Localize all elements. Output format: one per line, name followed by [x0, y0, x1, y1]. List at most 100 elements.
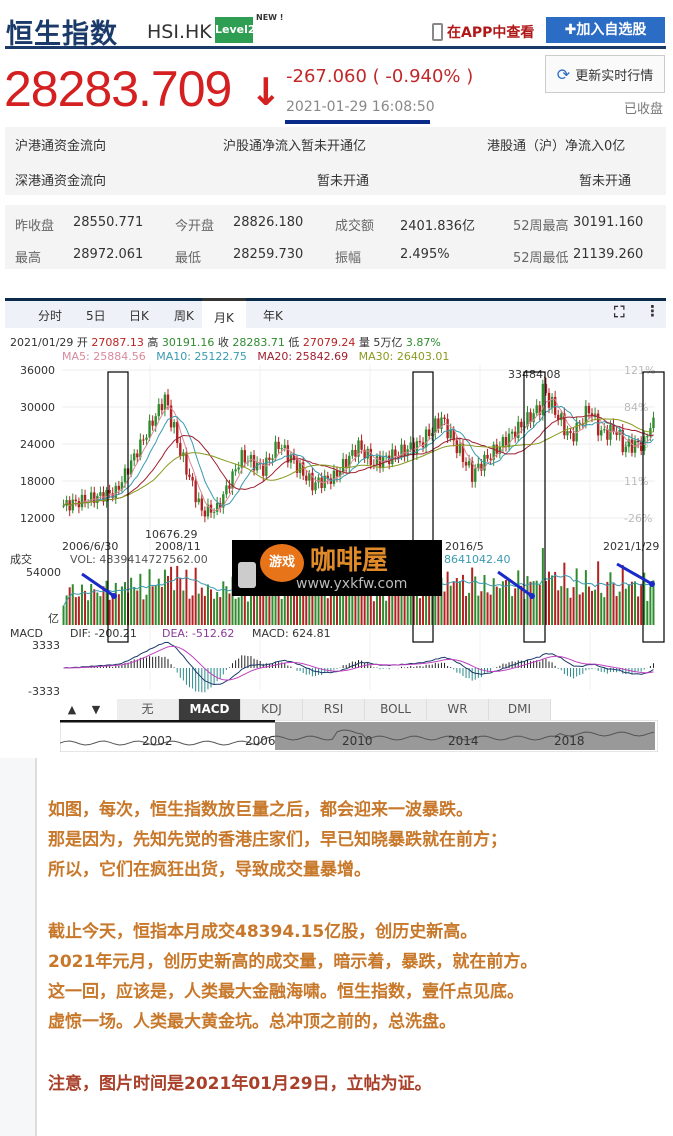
candle-body	[621, 430, 624, 453]
candle-body	[575, 422, 578, 442]
volume-bar	[151, 586, 154, 625]
candle-body	[492, 444, 495, 460]
watermark-brand: 咖啡屋	[310, 546, 389, 576]
volume-bar	[458, 581, 461, 625]
volume-bar	[634, 581, 637, 625]
volume-bar	[225, 586, 228, 625]
candle-body	[550, 396, 554, 408]
page-title: 恒生指数	[6, 19, 118, 50]
candle-body	[458, 443, 462, 454]
high-annotation: 33484.08	[508, 368, 561, 381]
candle-body	[231, 471, 234, 489]
view-in-app-link[interactable]: 在APP中查看	[432, 22, 534, 42]
indicator-tab-boll[interactable]: BOLL	[365, 699, 427, 720]
volume-bar	[173, 590, 176, 625]
candle-body	[99, 492, 102, 496]
volume-bar	[105, 580, 108, 625]
volume-bar	[640, 583, 643, 625]
volume-bar	[96, 592, 99, 625]
candle-body	[185, 452, 188, 475]
volume-bar	[612, 583, 615, 625]
volume-bar	[120, 586, 123, 625]
time-navigator[interactable]: 2002 2006 2010 2014 2018	[60, 720, 658, 752]
highlight-box	[642, 371, 665, 643]
indicator-tab-dmi[interactable]: DMI	[489, 699, 551, 720]
candle-body	[624, 446, 628, 453]
volume-bar	[194, 567, 197, 625]
kline-chart[interactable]: 3600030000240001800012000121%84%48%11%-2…	[0, 360, 673, 698]
volume-bar	[323, 584, 326, 625]
candle-body	[225, 485, 228, 495]
volume-bar	[157, 578, 160, 625]
volume-bar	[203, 595, 206, 625]
indicator-tab-无[interactable]: 无	[117, 699, 179, 720]
stat-label: 振幅	[335, 251, 362, 266]
candle-body	[596, 413, 600, 436]
add-to-watchlist-button[interactable]: ✚加入自选股	[546, 17, 665, 43]
more-icon[interactable]: ⋮	[645, 302, 660, 320]
tab-0[interactable]: 分时	[38, 309, 63, 323]
candle-body	[172, 421, 176, 428]
volume-bar	[139, 573, 142, 625]
candle-body	[464, 461, 468, 466]
indicator-tab-macd[interactable]: MACD	[179, 699, 241, 720]
volume-bar	[90, 583, 93, 625]
navigator-year: 2010	[342, 734, 373, 748]
candle-body	[240, 450, 243, 468]
volume-bar	[409, 586, 412, 625]
low-annotation: 10676.29	[145, 528, 198, 541]
candle-body	[501, 437, 505, 447]
candle-body	[169, 405, 173, 428]
candle-body	[474, 468, 477, 482]
tab-5[interactable]: 年K	[263, 309, 283, 323]
candle-body	[449, 429, 452, 439]
volume-bar	[237, 597, 240, 625]
header-divider	[5, 46, 666, 49]
fullscreen-icon[interactable]: ⛶	[614, 303, 625, 321]
volume-bar	[335, 588, 338, 625]
candle-body	[145, 437, 148, 440]
volume-bar	[256, 585, 259, 625]
volume-bar	[210, 589, 213, 625]
tab-3[interactable]: 周K	[174, 309, 194, 323]
volume-bar	[508, 580, 511, 625]
volume-bar	[228, 593, 231, 625]
indicator-tab-rsi[interactable]: RSI	[303, 699, 365, 720]
current-price: 28283.709	[4, 61, 232, 117]
refresh-quote-button[interactable]: ⟳ 更新实时行情	[545, 55, 665, 93]
y-tick-label: 24000	[20, 438, 55, 451]
indicator-tab-kdj[interactable]: KDJ	[241, 699, 303, 720]
candle-body	[163, 394, 167, 411]
tab-1[interactable]: 5日	[86, 309, 106, 323]
volume-bar	[517, 570, 520, 625]
volume-bar	[520, 585, 523, 625]
candle-body	[563, 413, 566, 436]
volume-bar	[375, 585, 378, 625]
volume-bar	[578, 594, 581, 625]
navigator-selection[interactable]	[275, 722, 655, 750]
volume-bar	[471, 567, 474, 625]
tab-2[interactable]: 日K	[129, 309, 149, 323]
volume-bar	[630, 581, 633, 625]
level2-badge[interactable]: Level2	[215, 17, 256, 43]
candle-body	[544, 383, 548, 393]
volume-bar	[532, 581, 535, 625]
candle-body	[292, 454, 296, 461]
low-key: 低	[288, 336, 300, 349]
candle-body	[326, 475, 329, 479]
volume-bar	[277, 590, 280, 625]
tab-4[interactable]: 月K	[202, 298, 246, 331]
market-status: 已收盘	[624, 102, 664, 117]
volume-label: 成交	[10, 552, 32, 566]
volume-bar	[597, 561, 600, 625]
article-line: 2021年元月，创历史新高的成交量，暗示着，暴跌，就在前方。	[48, 952, 538, 972]
volume-bar	[71, 584, 74, 625]
article-line: 那是因为，先知先觉的香港庄家们，早已知晓暴跌就在前方；	[48, 830, 507, 850]
scroll-up-icon[interactable]: ▲	[67, 703, 77, 716]
vol-value: 5万亿	[373, 336, 403, 349]
indicator-tab-wr[interactable]: WR	[427, 699, 489, 720]
volume-bar	[363, 584, 366, 625]
candle-body	[117, 485, 121, 490]
scroll-down-icon[interactable]: ▼	[91, 703, 101, 716]
volume-bar	[145, 594, 148, 625]
